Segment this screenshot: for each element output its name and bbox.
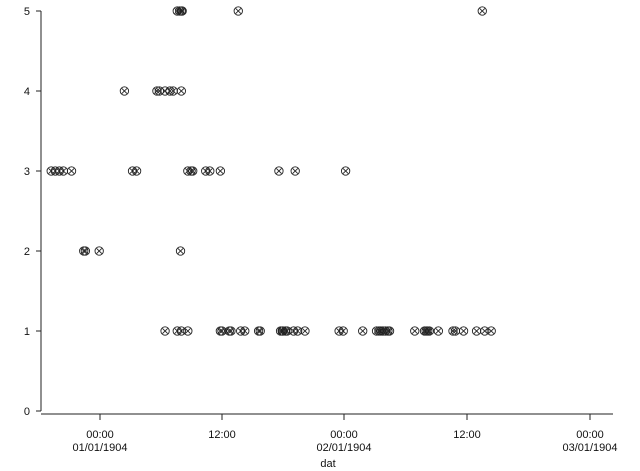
x-tick-label-time: 00:00 <box>86 429 114 441</box>
data-point <box>160 86 170 96</box>
y-tick-label: 0 <box>24 406 30 418</box>
x-axis-title: dat <box>320 458 335 470</box>
data-point <box>177 6 187 16</box>
data-point <box>477 6 487 16</box>
y-ticks: 0 1 2 3 4 5 <box>24 6 41 418</box>
y-tick-label: 3 <box>24 166 30 178</box>
y-tick-label: 1 <box>24 326 30 338</box>
data-point <box>410 326 420 336</box>
x-tick-label-time: 12:00 <box>453 429 481 441</box>
data-point <box>292 326 303 336</box>
data-point <box>183 326 193 336</box>
data-point <box>240 326 250 336</box>
data-point <box>340 166 351 176</box>
data-point <box>358 326 368 336</box>
data-point <box>226 326 236 336</box>
data-point <box>290 166 300 176</box>
data-point <box>119 86 130 96</box>
data-point <box>424 326 435 336</box>
data-point <box>176 326 186 336</box>
data-point <box>458 326 469 336</box>
data-point <box>176 86 186 96</box>
data-point <box>338 326 348 336</box>
x-tick-label-date: 03/01/1904 <box>562 442 617 454</box>
data-point <box>215 166 226 176</box>
data-point <box>131 166 142 176</box>
data-point <box>384 326 395 336</box>
data-point <box>486 326 496 336</box>
y-axis: 0 1 2 3 4 5 <box>24 6 42 418</box>
x-tick-label-time: 12:00 <box>208 429 236 441</box>
x-tick-label-time: 00:00 <box>576 429 604 441</box>
data-points <box>46 6 496 336</box>
y-tick-label: 2 <box>24 246 30 258</box>
data-point <box>175 246 186 256</box>
data-point <box>188 166 198 176</box>
data-point <box>160 326 170 336</box>
data-point <box>94 246 104 256</box>
data-point <box>274 166 284 176</box>
data-point <box>433 326 443 336</box>
data-point <box>205 166 215 176</box>
data-point <box>300 326 310 336</box>
data-point <box>471 326 482 336</box>
y-tick-label: 4 <box>24 86 30 98</box>
x-tick-label-date: 02/01/1904 <box>316 442 371 454</box>
x-tick-label-time: 00:00 <box>330 429 358 441</box>
y-tick-label: 5 <box>24 6 30 18</box>
data-point <box>58 166 69 176</box>
data-point <box>282 326 292 336</box>
data-point <box>80 246 91 256</box>
data-point <box>66 166 77 176</box>
data-point <box>217 326 227 336</box>
x-tick-label-date: 01/01/1904 <box>72 442 127 454</box>
data-point <box>480 326 490 336</box>
data-point <box>255 326 265 336</box>
data-point <box>233 6 243 16</box>
